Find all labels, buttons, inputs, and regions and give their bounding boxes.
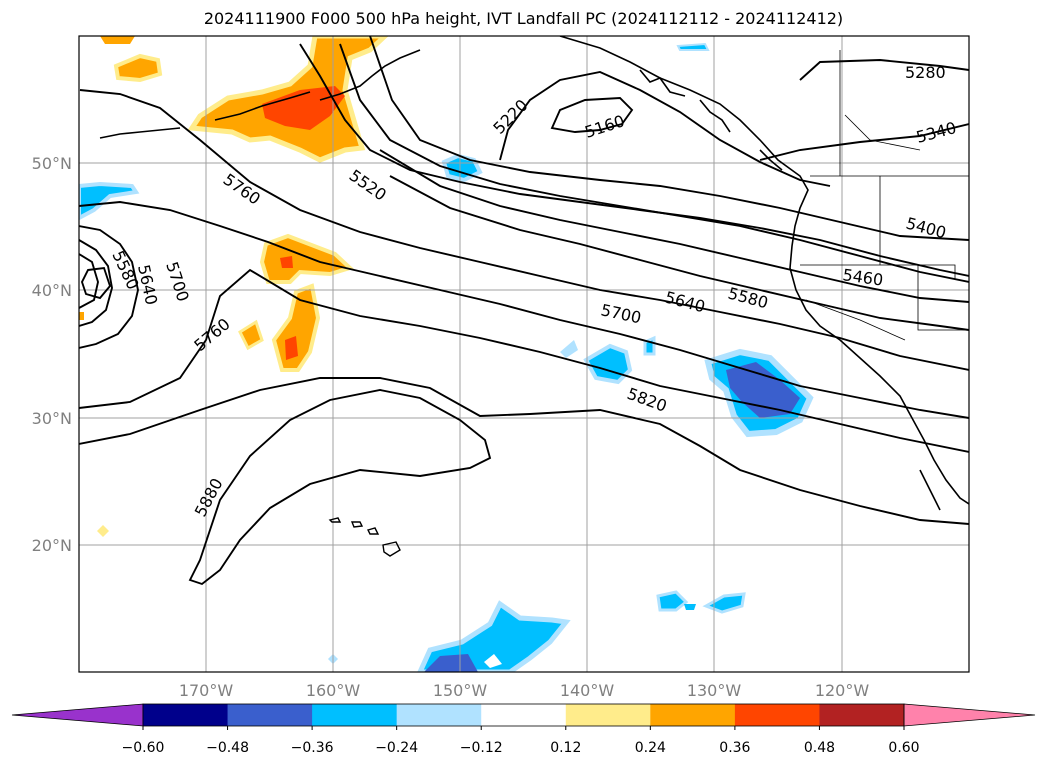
colorbar-tick-label: −0.24	[375, 740, 418, 756]
colorbar-segment	[143, 704, 229, 726]
hawaii-islands	[328, 517, 401, 557]
lon-label: 160°W	[306, 681, 361, 700]
colorbar-segment	[734, 704, 820, 726]
colorbar-segment	[819, 704, 905, 726]
state-borders	[800, 50, 969, 341]
colorbar-tick-label: −0.48	[206, 740, 249, 756]
lat-label: 50°N	[32, 154, 72, 173]
lat-label: 30°N	[32, 409, 72, 428]
lon-label: 140°W	[560, 681, 615, 700]
contour-label: 5280	[905, 63, 946, 82]
figure-title: 2024111900 F000 500 hPa height, IVT Land…	[203, 9, 844, 28]
colorbar-segment	[481, 704, 567, 726]
colorbar-tick-label: −0.60	[122, 740, 165, 756]
colorbar-extend-low	[11, 703, 144, 727]
map-frame	[78, 35, 970, 673]
colorbar-tick-label: 0.12	[550, 740, 581, 756]
colorbar: −0.60 −0.48 −0.36 −0.24 −0.12 0.12 0.24 0.36 0.4…	[11, 703, 1036, 756]
graticule	[79, 36, 969, 672]
colorbar-segment	[650, 704, 736, 726]
colorbar-tick-label: 0.48	[804, 740, 835, 756]
coastlines	[99, 36, 969, 511]
colorbar-frame	[142, 703, 905, 727]
latitude-labels: 50°N 40°N 30°N 20°N	[32, 154, 72, 555]
colorbar-segment	[565, 704, 651, 726]
colorbar-segment	[396, 704, 482, 726]
lon-label: 170°W	[179, 681, 234, 700]
ivt-negative-shading	[79, 42, 814, 672]
colorbar-tick-label: 0.24	[635, 740, 666, 756]
lat-label: 40°N	[32, 281, 72, 300]
lat-label: 20°N	[32, 536, 72, 555]
lon-label: 120°W	[815, 681, 870, 700]
lon-label: 150°W	[433, 681, 488, 700]
longitude-labels: 170°W 160°W 150°W 140°W 130°W 120°W	[179, 681, 870, 700]
colorbar-tick-label: 0.36	[719, 740, 750, 756]
map-background	[79, 36, 969, 672]
lon-label: 130°W	[687, 681, 742, 700]
colorbar-tick-label: 0.60	[888, 740, 919, 756]
colorbar-tick-label: −0.12	[460, 740, 503, 756]
colorbar-extend-high	[903, 703, 1036, 727]
colorbar-segment	[227, 704, 313, 726]
height-contours	[79, 36, 969, 586]
colorbar-tick-label: −0.36	[291, 740, 334, 756]
colorbar-segment	[312, 704, 398, 726]
